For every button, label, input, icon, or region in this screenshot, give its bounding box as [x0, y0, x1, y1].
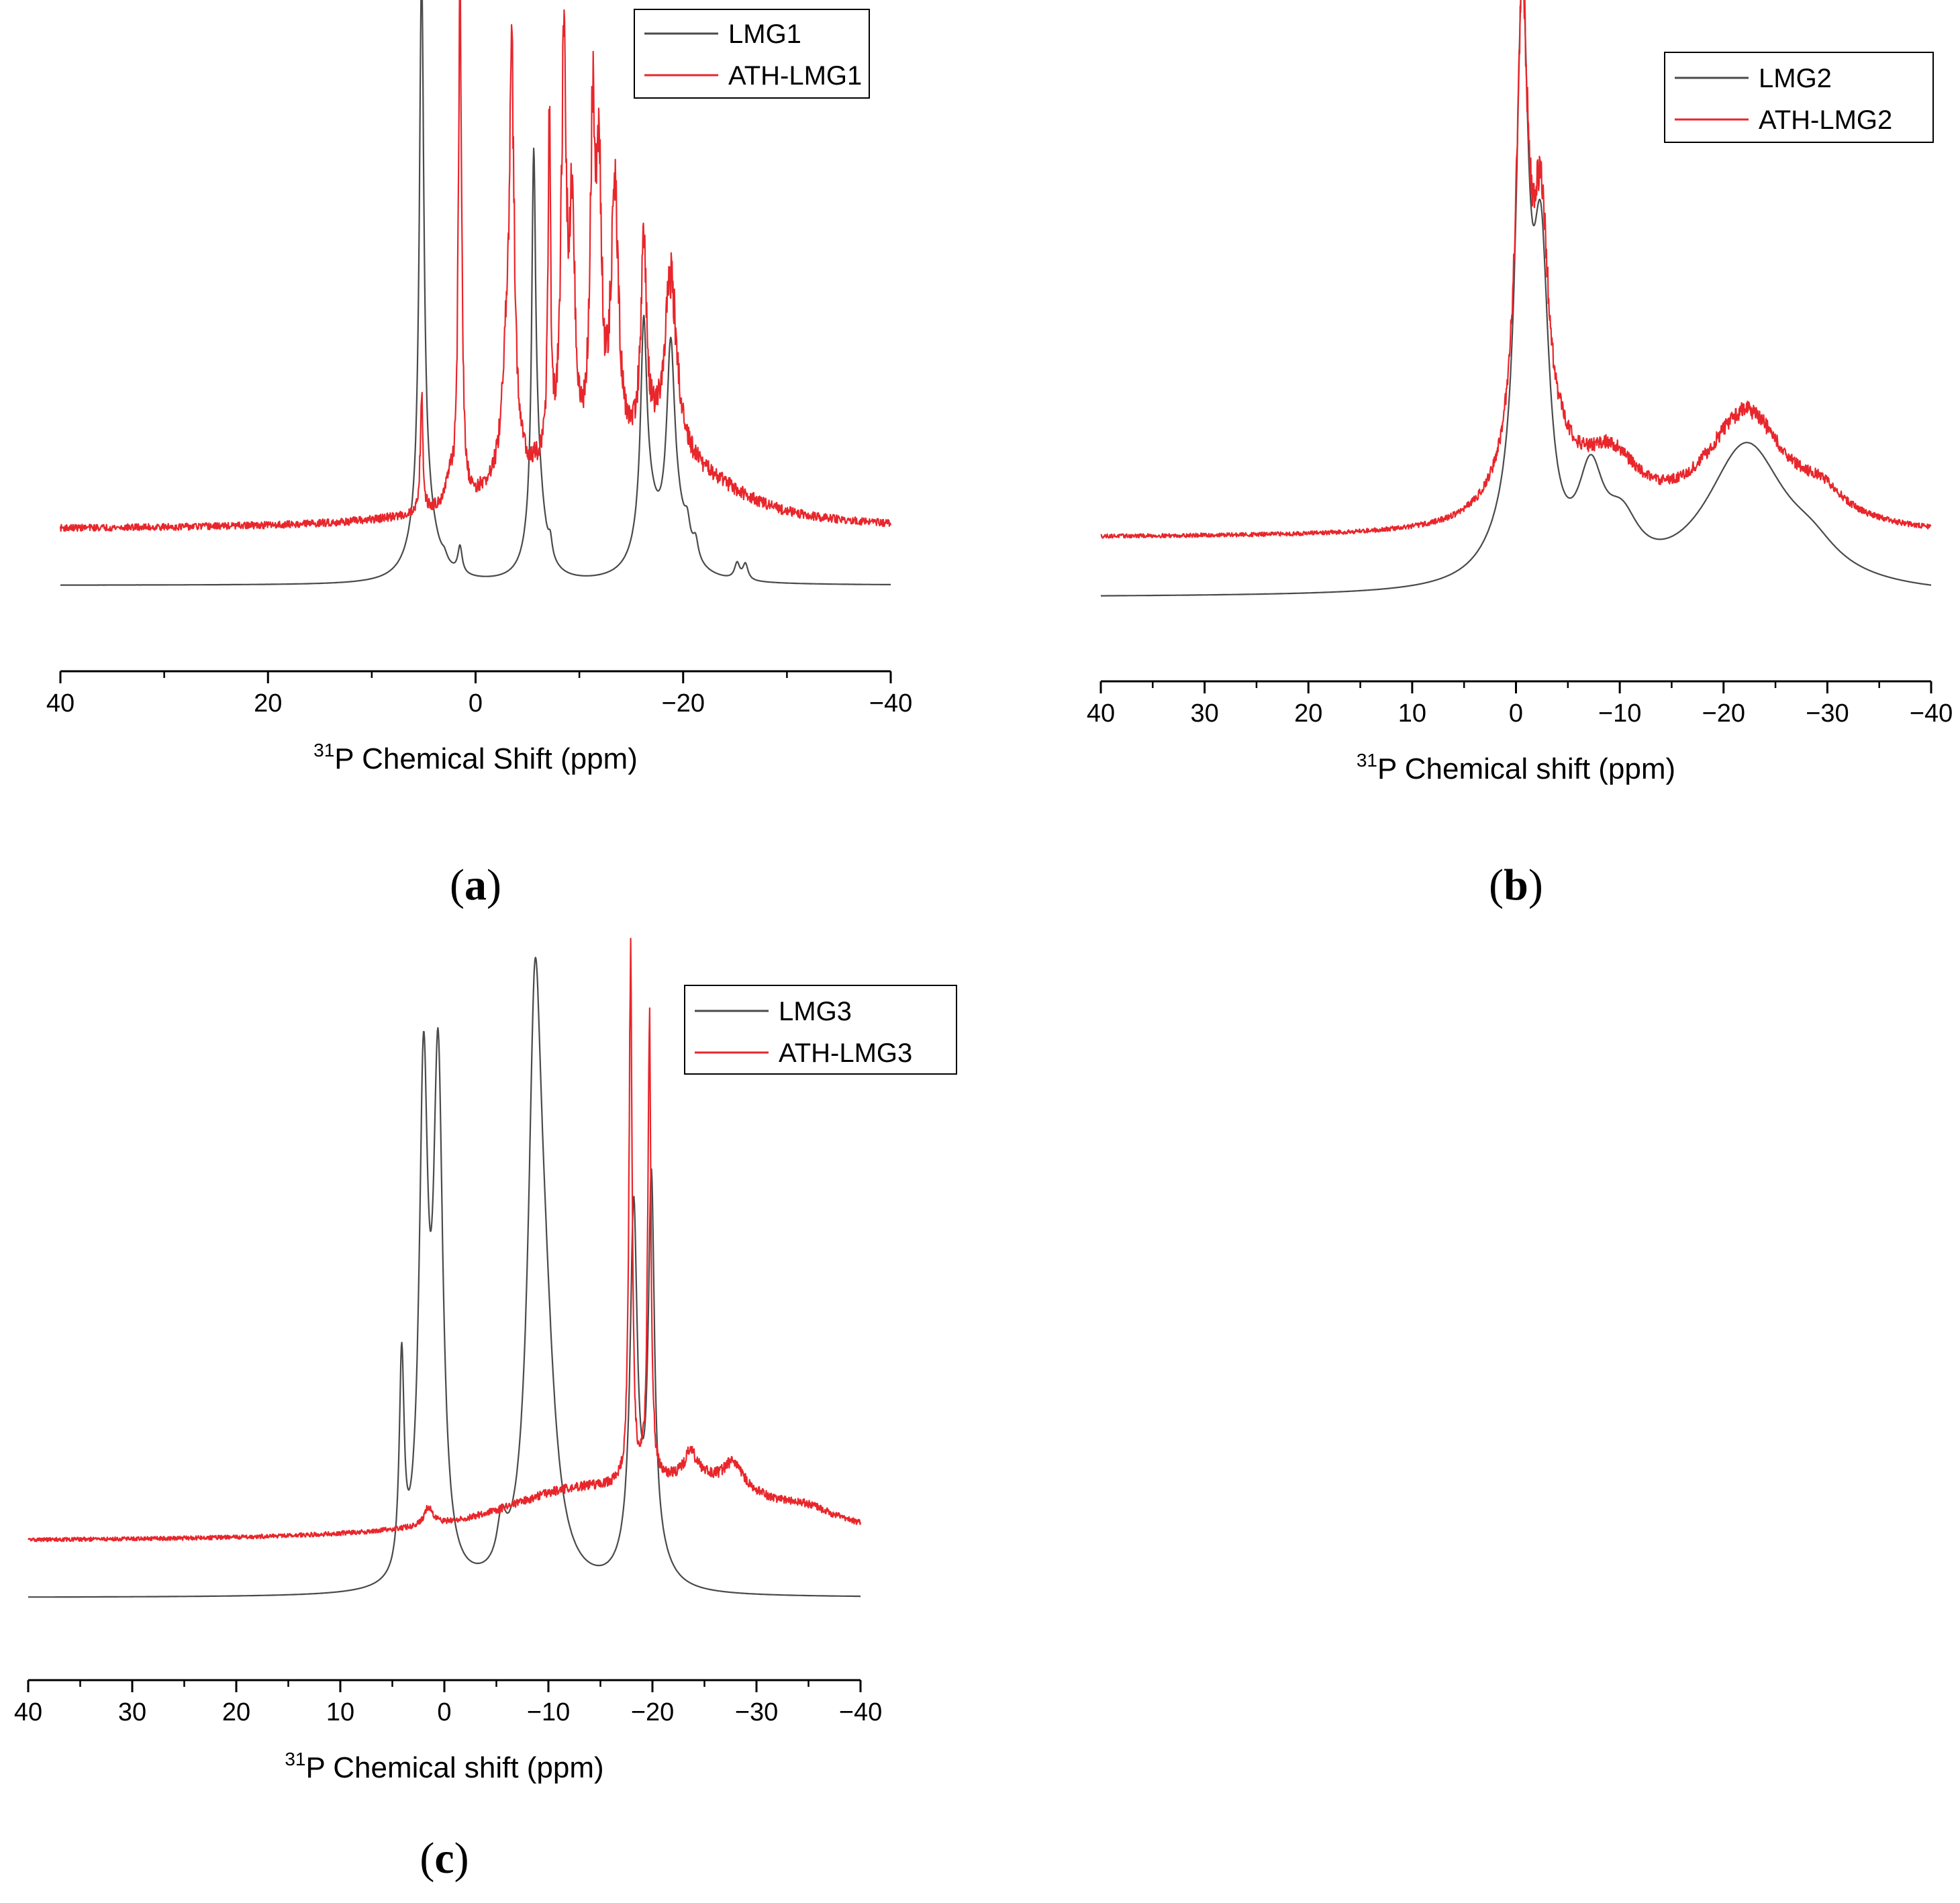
series-line-ath-lmg1 — [59, 0, 892, 532]
legend-entry: ATH-LMG3 — [779, 1038, 912, 1068]
x-axis-label: 31P Chemical shift (ppm) — [285, 1749, 603, 1784]
series-line-lmg3 — [28, 957, 861, 1598]
x-tick-label: 0 — [469, 689, 483, 718]
x-tick-label: 40 — [46, 689, 75, 718]
x-tick-label: 40 — [1087, 699, 1115, 728]
x-axis-label-superscript: 31 — [313, 740, 334, 761]
panel-b: 40 30 20 10 0 −10 −20 −30 −40 31P Chemical shift … — [1087, 0, 1953, 910]
x-tick-label: 30 — [1190, 699, 1218, 728]
legend-box — [634, 9, 870, 99]
legend: LMG1 ATH-LMG1 — [634, 9, 870, 99]
legend-entry: ATH-LMG2 — [1759, 105, 1892, 135]
legend-box — [1664, 52, 1934, 143]
x-axis-label-superscript: 31 — [285, 1749, 305, 1769]
x-tick-label: −40 — [869, 689, 912, 718]
x-tick-label: 20 — [254, 689, 282, 718]
legend-box — [684, 985, 957, 1075]
x-axis-label: 31P Chemical shift (ppm) — [1357, 750, 1675, 785]
panel-label: (a) — [450, 861, 501, 910]
x-tick-label: 40 — [14, 1698, 42, 1726]
x-tick-label: 20 — [1294, 699, 1322, 728]
legend-entry: LMG3 — [779, 997, 852, 1026]
x-tick-label: −30 — [1806, 699, 1849, 728]
series-line-lmg1 — [60, 0, 891, 586]
x-axis-label-text: P Chemical Shift (ppm) — [334, 742, 638, 775]
x-tick-label: −40 — [1910, 699, 1953, 728]
x-tick-label: 30 — [118, 1698, 146, 1726]
x-axis-label-text: P Chemical shift (ppm) — [1377, 752, 1675, 785]
x-tick-label: 10 — [326, 1698, 354, 1726]
x-tick-label: 10 — [1398, 699, 1426, 728]
legend-entry: LMG2 — [1759, 64, 1832, 93]
series-line-ath-lmg2 — [1100, 0, 1932, 539]
panel-label: (c) — [420, 1834, 469, 1883]
panel-a: 40 20 0 −20 −40 31P Chemical Shift (ppm) LMG1 A… — [46, 0, 912, 910]
x-axis-label-superscript: 31 — [1357, 750, 1377, 771]
x-axis-label-text: P Chemical shift (ppm) — [305, 1751, 603, 1784]
x-axis-label: 31P Chemical Shift (ppm) — [313, 740, 638, 775]
legend: LMG2 ATH-LMG2 — [1664, 52, 1934, 143]
x-tick-label: −40 — [839, 1698, 882, 1726]
x-tick-label: −20 — [662, 689, 705, 718]
legend: LMG3 ATH-LMG3 — [684, 985, 957, 1075]
x-tick-label: −20 — [1702, 699, 1745, 728]
panel-c: 40 30 20 10 0 −10 −20 −30 −40 31P Chemical shift … — [14, 938, 957, 1883]
x-tick-label: −10 — [1598, 699, 1641, 728]
series-line-ath-lmg3 — [28, 938, 862, 1543]
x-tick-label: −30 — [735, 1698, 778, 1726]
legend-entry: ATH-LMG1 — [728, 61, 862, 91]
panel-label: (b) — [1489, 861, 1543, 910]
x-tick-label: −20 — [631, 1698, 674, 1726]
x-tick-label: 0 — [1509, 699, 1523, 728]
x-tick-label: 20 — [222, 1698, 250, 1726]
legend-entry: LMG1 — [728, 19, 801, 49]
x-tick-label: −10 — [527, 1698, 570, 1726]
x-tick-label: 0 — [437, 1698, 451, 1726]
